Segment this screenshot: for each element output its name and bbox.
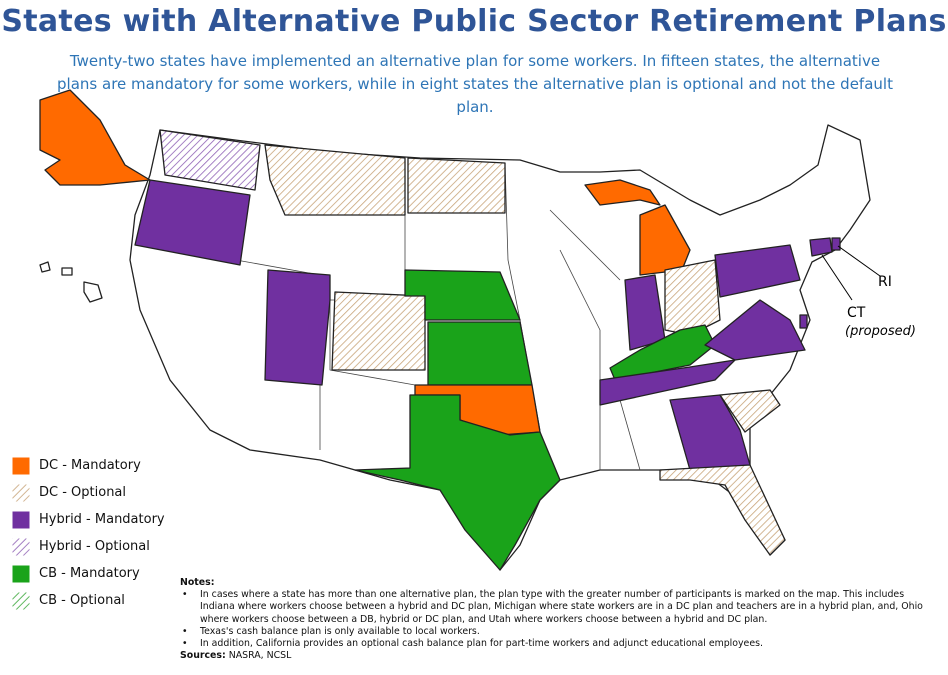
legend-swatch — [12, 457, 30, 474]
state — [407, 157, 506, 214]
legend-item: Hybrid - Optional — [12, 533, 182, 560]
state — [831, 237, 841, 251]
note-item: Texas's cash balance plan is only availa… — [180, 626, 935, 638]
state — [719, 389, 781, 433]
sources-label: Sources: — [180, 650, 226, 662]
note-item: In addition, California provides an opti… — [180, 638, 935, 650]
map-label: (proposed) — [845, 324, 916, 339]
state — [714, 244, 801, 298]
legend-swatch — [12, 484, 30, 501]
state — [664, 259, 721, 336]
map-label: CT — [847, 305, 866, 321]
legend-item: DC - Mandatory — [12, 452, 182, 479]
state — [83, 281, 103, 303]
state — [61, 267, 73, 276]
legend-swatch — [12, 565, 30, 582]
state — [659, 464, 786, 556]
state-borders — [559, 249, 601, 470]
state — [799, 314, 808, 329]
state — [264, 269, 331, 386]
legend-swatch — [12, 592, 30, 609]
legend-item: CB - Mandatory — [12, 560, 182, 587]
sources: Sources: NASRA, NCSL — [180, 650, 935, 662]
state — [134, 179, 251, 266]
swatch — [12, 592, 30, 609]
swatch — [12, 511, 30, 528]
legend-swatch — [12, 511, 30, 528]
notes-heading: Notes: — [180, 577, 215, 588]
state-borders — [549, 209, 621, 281]
legend-label: Hybrid - Optional — [39, 539, 150, 554]
swatch — [12, 538, 30, 555]
swatch — [12, 565, 30, 582]
state — [39, 89, 151, 186]
sources-text: NASRA, NCSL — [228, 650, 292, 662]
legend-item: CB - Optional — [12, 587, 182, 614]
state — [669, 394, 751, 471]
state-borders — [619, 399, 641, 471]
state — [354, 394, 561, 571]
notes: Notes: In cases where a state has more t… — [180, 577, 935, 662]
state — [427, 321, 533, 386]
state — [599, 359, 736, 406]
legend-swatch — [12, 538, 30, 555]
legend-label: Hybrid - Mandatory — [39, 512, 165, 527]
leader-line — [837, 245, 881, 277]
legend-label: CB - Optional — [39, 593, 125, 608]
map-label: RI — [878, 274, 892, 290]
state — [809, 237, 833, 257]
state — [704, 299, 806, 361]
note-item: In cases where a state has more than one… — [180, 589, 935, 626]
legend-label: DC - Optional — [39, 485, 127, 500]
state — [639, 204, 691, 276]
legend-item: DC - Optional — [12, 479, 182, 506]
title: States with Alternative Public Sector Re… — [1, 4, 947, 39]
legend-label: CB - Mandatory — [39, 566, 140, 581]
state — [404, 269, 521, 321]
state — [264, 144, 406, 216]
legend-label: DC - Mandatory — [39, 458, 141, 473]
leader-line — [821, 254, 853, 301]
swatch — [12, 457, 30, 474]
state — [39, 261, 51, 273]
subtitle: Twenty-two states have implemented an al… — [57, 52, 893, 116]
state — [331, 291, 426, 371]
note-list: In cases where a state has more than one… — [180, 589, 935, 650]
legend: DC - Mandatory DC - Optional Hybrid - Mand… — [12, 452, 182, 614]
legend-item: Hybrid - Mandatory — [12, 506, 182, 533]
state — [584, 179, 661, 206]
swatch — [12, 484, 30, 501]
state — [159, 129, 261, 191]
